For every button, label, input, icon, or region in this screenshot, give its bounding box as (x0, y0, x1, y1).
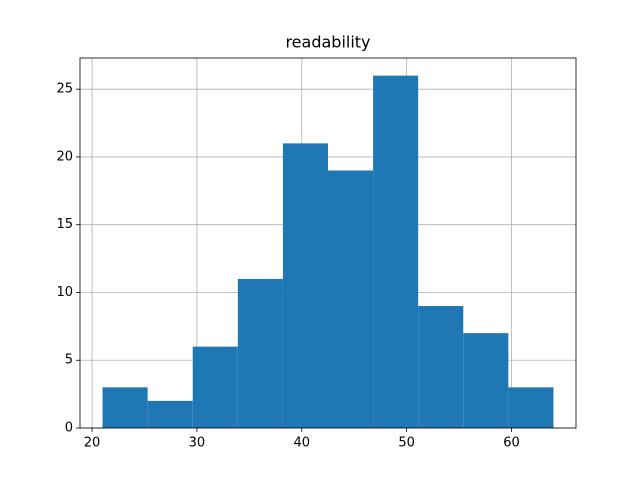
plot-frame (79, 57, 577, 429)
bar (147, 400, 193, 428)
y-tick-label: 20 (56, 149, 73, 164)
x-tick-label: 30 (189, 436, 206, 451)
x-tick-label: 40 (294, 436, 311, 451)
x-tick-label: 20 (84, 436, 101, 451)
bar (508, 387, 554, 428)
y-tick-label: 15 (56, 217, 73, 232)
bar (102, 387, 148, 428)
x-tick-label: 50 (398, 436, 415, 451)
bar (237, 278, 283, 428)
bar (373, 75, 419, 428)
bar (192, 346, 238, 428)
chart-title: readability (285, 33, 370, 52)
y-tick-label: 10 (56, 285, 73, 300)
y-tick-label: 25 (56, 82, 73, 97)
bar (463, 333, 509, 428)
bar (282, 143, 328, 428)
y-tick-label: 5 (65, 353, 73, 368)
bar (418, 306, 464, 428)
bar (328, 170, 374, 428)
y-tick-label: 0 (65, 421, 73, 436)
x-tick-label: 60 (503, 436, 520, 451)
